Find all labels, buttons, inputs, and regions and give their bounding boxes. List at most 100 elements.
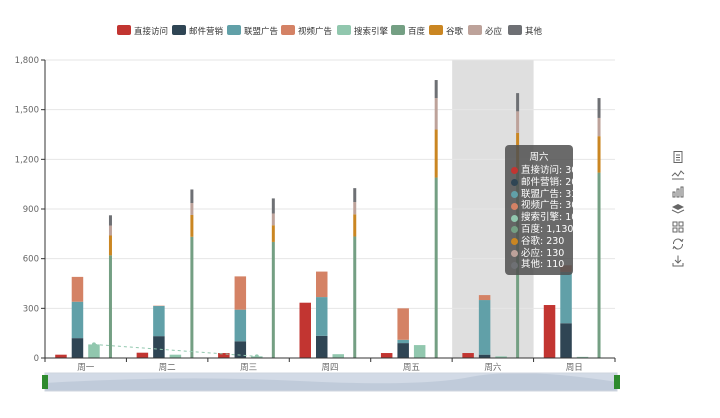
line-chart-icon[interactable]: [671, 167, 685, 181]
bar: [495, 356, 507, 358]
bar: [299, 302, 311, 358]
x-tick-label: 周四: [321, 363, 338, 373]
bar: [190, 236, 194, 358]
legend-item[interactable]: 搜索引擎: [337, 25, 389, 37]
bar: [478, 300, 491, 355]
datazoom-window: [44, 372, 618, 392]
bar: [136, 352, 149, 358]
tiled-icon[interactable]: [671, 220, 685, 234]
save-image-icon[interactable]: [671, 254, 685, 268]
bar: [597, 172, 601, 358]
tooltip: 周六 直接访问: 30 邮件营销: 20 联盟广告: 330 视频广告: 30 …: [505, 145, 583, 276]
bar: [271, 241, 275, 358]
legend-swatch: [227, 25, 241, 35]
series-dot: [511, 238, 518, 246]
x-tick-label: 周六: [484, 362, 502, 373]
legend-item[interactable]: 视频广告: [281, 25, 332, 37]
bar: [218, 353, 230, 358]
bar: [234, 309, 247, 342]
series-dot: [511, 249, 518, 257]
bar: [353, 188, 357, 203]
legend-swatch: [429, 25, 443, 35]
bar: [353, 236, 357, 358]
legend-swatch: [468, 25, 482, 35]
bar: [108, 255, 112, 358]
series-dot: [511, 261, 518, 269]
stack-icon[interactable]: [671, 202, 685, 216]
bar: [316, 335, 328, 358]
y-tick-label: 1,500: [15, 106, 39, 116]
x-tick-label: 周三: [240, 363, 257, 373]
bar: [332, 354, 344, 358]
legend-label: 谷歌: [446, 26, 464, 37]
tooltip-row: 百度: 1,130: [511, 224, 573, 236]
legend-item[interactable]: 必应: [468, 25, 503, 37]
bar: [71, 301, 84, 339]
bar: [271, 198, 275, 214]
legend-item[interactable]: 谷歌: [429, 25, 464, 37]
bar: [413, 345, 426, 358]
bar: [597, 98, 601, 118]
bar: [190, 214, 194, 237]
x-tick-label: 周五: [403, 363, 421, 373]
tooltip-row: 谷歌: 230: [511, 236, 567, 248]
bar: [516, 111, 520, 133]
tooltip-row: 视频广告: 30: [511, 200, 577, 212]
x-tick-label: 周一: [77, 363, 95, 373]
bar: [597, 117, 601, 137]
markline-start: [91, 342, 96, 347]
legend-item[interactable]: 联盟广告: [227, 25, 278, 37]
legend-label: 直接访问: [134, 26, 168, 37]
bar: [108, 215, 112, 226]
bar: [234, 276, 247, 310]
bar: [397, 339, 409, 344]
bar: [597, 136, 601, 173]
bar: [316, 271, 328, 298]
bar: [478, 354, 491, 358]
restore-icon[interactable]: [671, 237, 685, 251]
datazoom-handle-left[interactable]: [42, 375, 48, 389]
toolbox: [671, 150, 685, 272]
bar: [560, 271, 572, 324]
bar: [71, 338, 84, 358]
tooltip-row: 直接访问: 30: [511, 165, 577, 177]
datazoom-preview: [45, 373, 617, 391]
bar: [434, 177, 438, 358]
legend-item[interactable]: 百度: [391, 25, 426, 37]
data-view-icon[interactable]: [671, 150, 685, 164]
tooltip-row: 其他: 110: [511, 259, 567, 271]
bar: [380, 353, 393, 358]
bar: [190, 203, 194, 215]
y-tick-label: 0: [34, 354, 39, 364]
bar: [353, 202, 357, 215]
bar-chart-icon[interactable]: [671, 185, 685, 199]
bar: [88, 344, 100, 358]
bar: [462, 353, 474, 358]
bar: [153, 336, 165, 358]
legend-swatch: [172, 25, 186, 35]
bar: [576, 356, 589, 358]
legend-item[interactable]: 邮件营销: [172, 25, 224, 37]
legend-swatch: [337, 25, 351, 35]
bar: [316, 297, 328, 336]
legend-item[interactable]: 直接访问: [117, 25, 168, 37]
legend-label: 视频广告: [298, 26, 332, 37]
datazoom-handle-right[interactable]: [614, 375, 620, 389]
bar: [271, 225, 275, 242]
markline-end: [254, 354, 259, 359]
series-dot: [511, 202, 518, 210]
bar: [108, 225, 112, 236]
tooltip-title: 周六: [529, 152, 549, 163]
legend-item[interactable]: 其他: [508, 25, 543, 37]
bar: [434, 80, 438, 99]
legend-label: 联盟广告: [244, 26, 278, 37]
bar: [234, 341, 247, 358]
bar: [397, 308, 409, 340]
series-dot: [511, 179, 518, 187]
tooltip-row: 联盟广告: 330: [511, 189, 583, 201]
y-tick-label: 600: [23, 255, 39, 265]
bar: [190, 189, 194, 204]
bar: [434, 129, 438, 178]
bar: [169, 354, 182, 358]
